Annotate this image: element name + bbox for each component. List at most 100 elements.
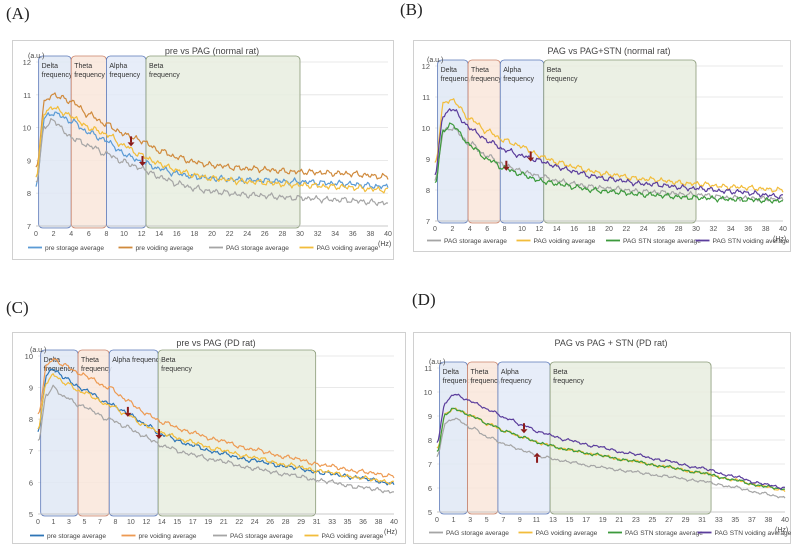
band-box [70, 55, 107, 229]
arrow-shaft [505, 160, 508, 167]
x-tick-label: 1 [452, 517, 456, 524]
band-label-line: Beta [149, 63, 164, 70]
y-tick-label: 7 [426, 217, 430, 226]
band-label-line: Alpha [503, 67, 521, 74]
series-line-pag-voiding-average [37, 373, 395, 485]
band-label: Theta frequency [470, 369, 501, 385]
band-label-line: Delta [441, 67, 457, 74]
legend-item-pag-stn-storage-average: PAG STN storage average [608, 530, 703, 537]
legend-label: pre voiding average [136, 245, 194, 252]
band-label: Theta frequency [81, 357, 112, 373]
x-tick-label: 23 [632, 517, 640, 524]
series-line-pag-stn-voiding-average [434, 108, 784, 200]
x-tick-label: 22 [623, 226, 631, 233]
y-tick-label: 8 [426, 186, 430, 195]
y-tick-label: 8 [428, 436, 432, 445]
legend-label: PAG voiding average [536, 530, 598, 537]
legend-item-pag-voiding-average: PAG voiding average [299, 245, 379, 252]
red-arrow-icon [520, 423, 528, 434]
x-tick-label: 40 [779, 226, 787, 233]
band-box [543, 59, 697, 224]
x-tick-label: 16 [173, 231, 181, 238]
band-box [549, 361, 712, 515]
x-tick-label: 26 [261, 231, 269, 238]
y-tick-label: 8 [29, 415, 33, 424]
y-tick-label: 10 [25, 352, 33, 361]
x-tick-label: 21 [220, 519, 228, 526]
chart-title: pre vs PAG (PD rat) [176, 338, 255, 348]
red-arrow-icon [155, 429, 163, 439]
x-tick-label: 0 [36, 519, 40, 526]
x-tick-label: 2 [450, 226, 454, 233]
panel-letter-a: (A) [6, 4, 30, 23]
panel-letter-c: (C) [6, 298, 29, 317]
y-tick-label: 5 [428, 508, 432, 517]
y-tick-label: 5 [29, 510, 33, 519]
x-tick-label: 33 [715, 517, 723, 524]
band-label: Theta frequency [471, 67, 502, 83]
x-tick-label: 0 [34, 231, 38, 238]
x-tick-label: 0 [435, 517, 439, 524]
band-label-line: frequency [443, 378, 474, 385]
band-label: Beta frequency [547, 67, 578, 83]
band-label-line: frequency [471, 76, 502, 83]
x-tick-label: 29 [297, 519, 305, 526]
y-tick-label: 12 [422, 62, 430, 71]
y-tick-label: 8 [27, 189, 31, 198]
band-box [145, 55, 301, 229]
arrow-head [155, 435, 163, 439]
x-tick-label: 26 [266, 519, 274, 526]
x-tick-label: 30 [692, 226, 700, 233]
band-label: Delta frequency [42, 63, 73, 79]
x-tick-label: 28 [279, 231, 287, 238]
arrow-shaft [523, 423, 525, 430]
band-beta: Beta frequency [145, 55, 301, 229]
x-tick-label: 7 [98, 519, 102, 526]
band-theta: Theta frequency [467, 361, 502, 515]
chart-b: PAG vs PAG+STN (normal rat) 7 8 9 10 11 12 Delt… [413, 40, 791, 252]
arrow-head [502, 166, 510, 171]
legend-item-pag-storage-average: PAG storage average [209, 245, 289, 252]
x-tick-label: 37 [748, 517, 756, 524]
legend-item-pre-voiding-average: pre voiding average [118, 245, 194, 252]
band-delta: Delta frequency [38, 55, 73, 229]
band-label-line: frequency [441, 76, 472, 83]
x-tick-label: 8 [104, 231, 108, 238]
x-tick-label: 12 [142, 519, 150, 526]
y-tick-label: 7 [27, 222, 31, 231]
x-tick-label: 16 [570, 226, 578, 233]
series-line-pag-voiding-average [434, 98, 784, 193]
band-label: Alpha frequency [109, 63, 140, 79]
x-tick-label: 5 [82, 519, 86, 526]
x-tick-label: 9 [518, 517, 522, 524]
band-label-line: Theta [470, 369, 488, 376]
arrow-head [127, 142, 135, 147]
x-tick-label: 34 [727, 226, 735, 233]
series-line-pre-voiding-average [35, 92, 389, 180]
y-tick-label: 10 [422, 124, 430, 133]
x-tick-label: 38 [762, 226, 770, 233]
band-beta: Beta frequency [543, 59, 697, 224]
x-tick-label: 14 [553, 226, 561, 233]
x-tick-label: 13 [549, 517, 557, 524]
x-tick-label: 15 [566, 517, 574, 524]
x-axis-unit: (Hz) [384, 529, 397, 536]
x-tick-label: 12 [536, 226, 544, 233]
arrow-shaft [158, 429, 161, 435]
x-tick-label: 26 [657, 226, 665, 233]
panel-letter-d: (D) [412, 290, 436, 309]
band-label: Beta frequency [149, 63, 180, 79]
arrow-head [520, 429, 528, 434]
legend-label: PAG storage average [226, 245, 289, 252]
band-label: Delta frequency [443, 369, 474, 385]
band-alpha: Alpha frequency [499, 59, 545, 224]
legend-label: pre storage average [45, 245, 104, 252]
band-box [108, 349, 159, 517]
y-tick-label: 6 [428, 484, 432, 493]
legend-label: PAG STN storage average [625, 530, 703, 537]
x-tick-label: 24 [251, 519, 259, 526]
legend-item-pre-voiding-average: pre voiding average [121, 533, 197, 540]
legend-label: PAG storage average [446, 530, 509, 537]
x-tick-label: 8 [113, 519, 117, 526]
